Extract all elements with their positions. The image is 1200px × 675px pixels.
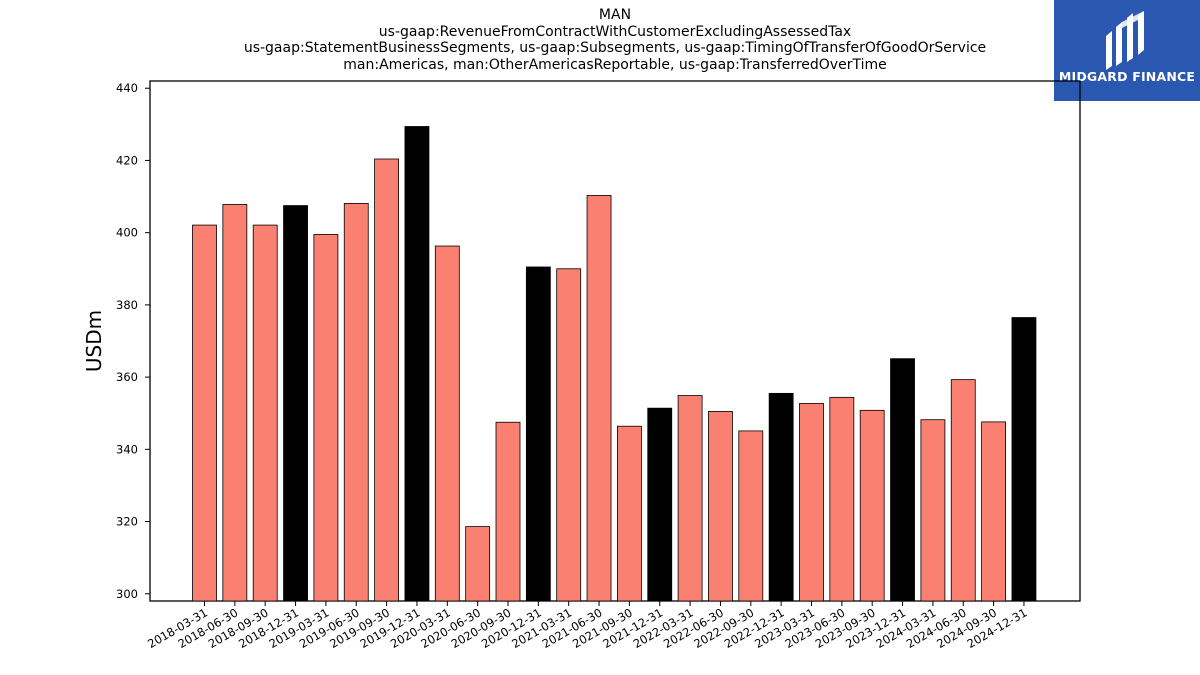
bar-2024-12-31 [1011, 317, 1037, 602]
bar-2019-09-30 [374, 158, 400, 602]
bar-2022-06-30 [708, 411, 733, 602]
bar-2024-06-30 [950, 379, 976, 602]
bar-2018-09-30 [252, 224, 278, 602]
x-axis: 2018-03-312018-06-302018-09-302018-12-31… [145, 601, 1029, 651]
bar-2024-09-30 [981, 421, 1006, 602]
bar-2022-09-30 [738, 430, 764, 602]
y-axis: 300 320 340 360 380 400 420 440 [116, 81, 150, 601]
chart-title-line: us-gaap:StatementBusinessSegments, us-ga… [243, 40, 987, 56]
bar-2018-03-31 [192, 224, 217, 602]
bar-2022-03-31 [677, 395, 703, 602]
bar-2020-06-30 [465, 526, 491, 602]
y-tick-label: 400 [116, 226, 138, 240]
bar-2023-03-31 [799, 403, 824, 602]
midgard-finance-logo: MIDGARD FINANCE [1054, 0, 1200, 101]
bar-2021-12-31 [647, 407, 673, 602]
y-tick-label: 380 [116, 298, 138, 312]
y-tick-label: 360 [116, 370, 138, 384]
bars-group [192, 126, 1037, 602]
logo-text: MIDGARD FINANCE [1058, 69, 1196, 84]
chart-title-line: MAN [598, 7, 632, 23]
bar-2023-09-30 [859, 409, 885, 602]
bar-2023-06-30 [829, 396, 855, 602]
chart-title-line: us-gaap:RevenueFromContractWithCustomerE… [378, 23, 852, 40]
bar-2020-09-30 [495, 421, 521, 602]
midgard-logo-icon [1106, 11, 1144, 70]
bar-2024-03-31 [920, 419, 946, 602]
bar-2020-03-31 [434, 245, 460, 602]
bar-2023-12-31 [890, 358, 915, 602]
bar-2019-06-30 [343, 203, 369, 602]
bar-2020-12-31 [525, 266, 551, 602]
y-tick-label: 440 [116, 81, 138, 95]
y-tick-label: 340 [116, 442, 138, 456]
plot-area [149, 80, 1081, 602]
bar-2019-03-31 [313, 234, 339, 602]
chart-title: MAN us-gaap:RevenueFromContractWithCusto… [200, 7, 1030, 73]
y-axis-label: USDm [82, 310, 106, 372]
bar-2018-06-30 [222, 204, 248, 602]
bar-2021-03-31 [556, 268, 582, 602]
y-tick-label: 420 [116, 153, 138, 167]
y-tick-label: 320 [116, 515, 138, 529]
bar-2021-09-30 [617, 425, 642, 602]
y-tick-label: 300 [116, 587, 138, 601]
chart-title-line: man:Americas, man:OtherAmericasReportabl… [343, 56, 887, 73]
bar-2018-12-31 [283, 205, 308, 602]
bar-2022-12-31 [768, 392, 794, 602]
bar-2019-12-31 [404, 126, 430, 602]
bar-2021-06-30 [586, 195, 612, 602]
